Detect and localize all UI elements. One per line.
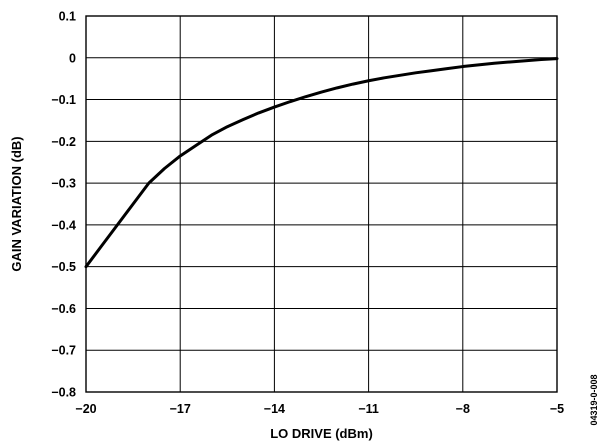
- grid: [85, 15, 558, 393]
- y-tick-label: −0.1: [51, 93, 76, 107]
- y-tick-label: −0.2: [51, 135, 76, 149]
- y-tick-labels: 0.1 0 −0.1 −0.2 −0.3 −0.4 −0.5 −0.6 −0.7 −0.8: [51, 10, 76, 400]
- x-tick-label: −5: [550, 402, 564, 416]
- y-tick-label: −0.5: [51, 260, 76, 274]
- x-tick-label: −17: [170, 402, 191, 416]
- x-tick-label: −20: [75, 402, 96, 416]
- x-tick-label: −14: [264, 402, 285, 416]
- x-tick-labels: −20 −17 −14 −11 −8 −5: [75, 402, 564, 416]
- y-tick-label: −0.8: [51, 386, 76, 400]
- y-tick-label: 0: [69, 51, 76, 65]
- figure-id: 04319-0-008: [589, 374, 599, 425]
- plot-frame: [85, 15, 558, 393]
- y-tick-label: −0.4: [51, 218, 76, 232]
- x-tick-label: −8: [456, 402, 470, 416]
- y-tick-label: −0.7: [51, 344, 76, 358]
- y-tick-label: −0.3: [51, 177, 76, 191]
- y-tick-label: 0.1: [59, 10, 76, 24]
- y-tick-label: −0.6: [51, 302, 76, 316]
- series-line: [84, 57, 559, 269]
- y-axis-title: GAIN VARIATION (dB): [9, 136, 24, 271]
- x-axis-title: LO DRIVE (dBm): [270, 426, 373, 441]
- x-tick-label: −11: [358, 402, 379, 416]
- plot-series: [84, 57, 559, 269]
